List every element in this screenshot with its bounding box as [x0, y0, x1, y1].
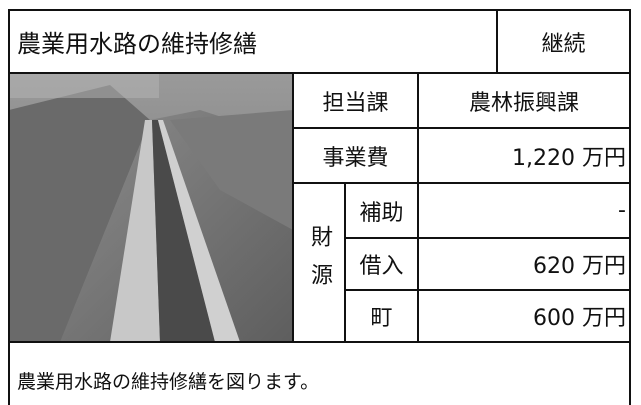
title: 農業用水路の維持修繕 [17, 30, 257, 58]
table-lines [8, 9, 631, 405]
funding-amount: - [618, 198, 626, 223]
department-label: 担当課 [322, 90, 389, 116]
cost-value: 1,220 万円 [512, 145, 626, 171]
funding-source: 借入 [359, 254, 404, 279]
funding-source: 町 [370, 306, 393, 331]
department-value: 農林振興課 [468, 90, 579, 116]
photo [9, 73, 293, 342]
status: 継続 [541, 31, 586, 57]
funding-amount: 620 万円 [533, 254, 626, 279]
funding-label: 財源 [307, 224, 332, 301]
description: 農業用水路の維持修繕を図ります。 [17, 370, 320, 393]
funding-source: 補助 [359, 200, 404, 226]
cost-label: 事業費 [322, 145, 389, 171]
funding-amount: 600 万円 [533, 306, 626, 331]
